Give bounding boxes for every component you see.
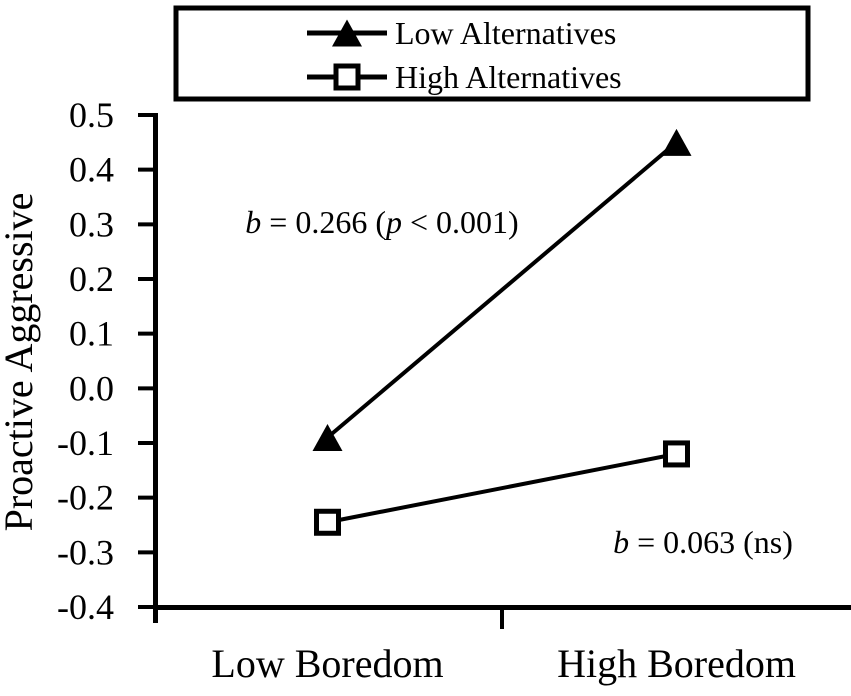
legend-label: Low Alternatives (395, 15, 616, 51)
y-tick-label: -0.3 (57, 532, 114, 572)
y-tick-label: 0.3 (69, 204, 114, 244)
series-line-low-alternatives (326, 140, 678, 440)
series-low-alternatives-triangle-marker (312, 424, 343, 452)
legend-label: High Alternatives (395, 59, 622, 95)
y-tick-label: 0.0 (69, 368, 114, 408)
y-axis-title: Proactive Aggressive (0, 193, 41, 532)
y-tick-label: 0.1 (69, 314, 114, 354)
y-tick-label: -0.1 (57, 423, 114, 463)
legend-box (173, 5, 811, 102)
y-tick-label: -0.2 (57, 478, 114, 518)
series-low-alternatives-triangle-marker (661, 128, 692, 156)
legend-high-alternatives-square-marker (333, 63, 361, 91)
y-tick-label: 0.5 (69, 95, 114, 135)
series-line-high-alternatives (327, 451, 677, 525)
annotation-text: b = 0.063 (ns) (613, 524, 793, 560)
series-high-alternatives-square-marker (314, 508, 341, 536)
x-category-label: Low Boredom (211, 641, 443, 686)
y-tick-label: 0.4 (69, 150, 114, 190)
legend-low-alternatives-triangle-marker (332, 19, 362, 47)
x-category-label: High Boredom (557, 641, 796, 686)
y-tick-label: -0.4 (57, 587, 114, 627)
y-tick-label: 0.2 (69, 259, 114, 299)
series-high-alternatives-square-marker (663, 440, 690, 468)
annotation-text: b = 0.266 (p < 0.001) (245, 204, 518, 240)
